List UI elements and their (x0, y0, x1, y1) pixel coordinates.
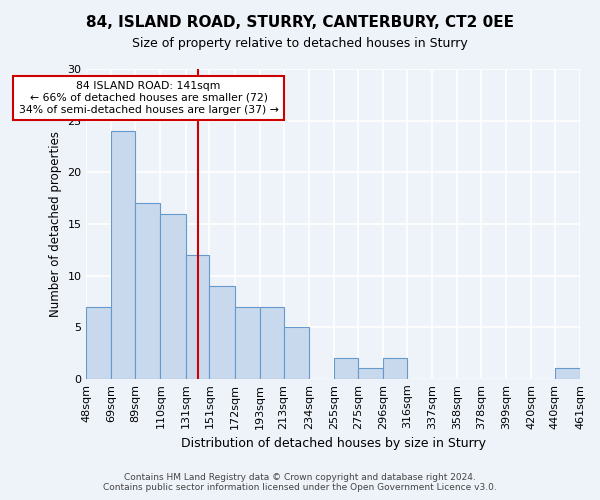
Bar (112, 131, 136, 379)
Text: 84, ISLAND ROAD, STURRY, CANTERBURY, CT2 0EE: 84, ISLAND ROAD, STURRY, CANTERBURY, CT2… (86, 15, 514, 30)
Bar (136, 203, 160, 379)
Bar (383, 358, 407, 379)
Bar (185, 255, 209, 379)
Bar (160, 214, 185, 379)
Text: Size of property relative to detached houses in Sturry: Size of property relative to detached ho… (132, 38, 468, 51)
Bar (86, 306, 112, 379)
Text: Contains HM Land Registry data © Crown copyright and database right 2024.
Contai: Contains HM Land Registry data © Crown c… (103, 473, 497, 492)
Bar (284, 327, 308, 379)
Bar (358, 368, 383, 379)
Y-axis label: Number of detached properties: Number of detached properties (49, 131, 62, 317)
X-axis label: Distribution of detached houses by size in Sturry: Distribution of detached houses by size … (181, 437, 485, 450)
Bar (334, 358, 358, 379)
Bar (260, 306, 284, 379)
Bar (555, 368, 580, 379)
Bar (235, 306, 260, 379)
Bar (209, 286, 235, 379)
Text: 84 ISLAND ROAD: 141sqm
← 66% of detached houses are smaller (72)
34% of semi-det: 84 ISLAND ROAD: 141sqm ← 66% of detached… (19, 82, 278, 114)
